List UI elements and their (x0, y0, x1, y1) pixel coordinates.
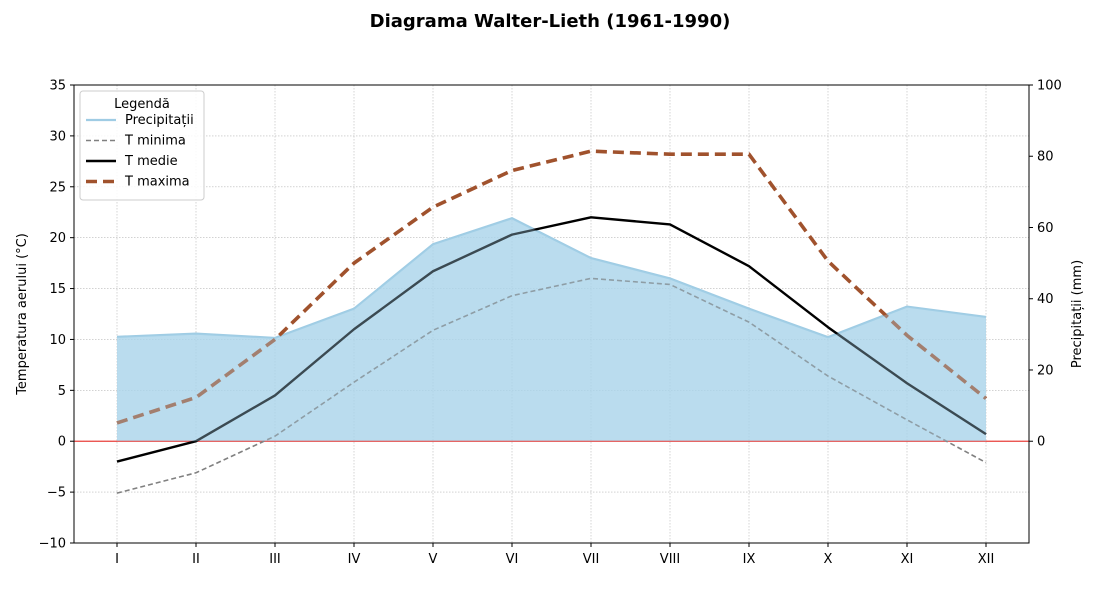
y-right-tick-label: 20 (1037, 363, 1054, 378)
x-tick-label: II (192, 552, 200, 567)
y-left-tick-label: 20 (49, 231, 66, 246)
plot-frame (73, 84, 1030, 544)
precipitation-fill (117, 218, 986, 442)
series-t-medie (116, 216, 987, 463)
legend-box (79, 90, 205, 201)
x-tick-label: IX (743, 552, 756, 567)
x-tick-label: VI (506, 552, 519, 567)
axes-frame (73, 84, 1030, 544)
y-left-tick-label: −5 (47, 486, 66, 501)
x-tick-label: VII (583, 552, 600, 567)
y-axis-left-ticks: −10 −5 0 5 10 15 20 25 30 35 (39, 79, 74, 552)
y-left-tick-label: 15 (49, 282, 66, 297)
legend-label: T minima (124, 134, 186, 149)
legend: Legendă Precipitații T minima T medie T max… (79, 90, 205, 201)
y-left-tick-label: 35 (49, 79, 66, 94)
precipitation-area (116, 217, 987, 442)
y-right-tick-label: 60 (1037, 221, 1054, 236)
x-axis-ticks: I II III IV V VI VII VIII IX X XI XII (115, 543, 994, 567)
chart-title: Diagrama Walter-Lieth (1961-1990) (370, 11, 731, 32)
x-tick-label: I (115, 552, 119, 567)
y-left-tick-label: 0 (58, 435, 66, 450)
x-tick-label: X (824, 552, 833, 567)
y-left-tick-label: 25 (49, 180, 66, 195)
legend-title: Legendă (114, 97, 170, 112)
y-left-tick-label: 30 (49, 129, 66, 144)
x-tick-label: IV (348, 552, 361, 567)
y-left-tick-label: 5 (58, 384, 66, 399)
series-t-maxima (116, 149, 988, 425)
y-axis-right-label: Precipitații (mm) (1070, 260, 1085, 368)
y-right-tick-label: 40 (1037, 292, 1054, 307)
series-lines (116, 149, 988, 494)
x-tick-label: VIII (660, 552, 680, 567)
y-left-tick-label: −10 (39, 537, 66, 552)
x-tick-label: III (269, 552, 281, 567)
legend-label: T maxima (124, 175, 190, 190)
x-tick-label: XII (978, 552, 995, 567)
x-tick-label: XI (901, 552, 914, 567)
series-t-minima (116, 277, 987, 494)
y-axis-left-label: Temperatura aerului (°C) (15, 233, 30, 396)
precipitation-overlay (117, 218, 986, 442)
y-axis-right-ticks: 0 20 40 60 80 100 (1029, 79, 1062, 450)
legend-label: T medie (124, 154, 178, 169)
precipitation-line (116, 217, 987, 340)
legend-label: Precipitații (125, 113, 194, 128)
y-right-tick-label: 80 (1037, 150, 1054, 165)
x-tick-label: V (429, 552, 438, 567)
y-right-tick-label: 100 (1037, 79, 1062, 94)
y-left-tick-label: 10 (49, 333, 66, 348)
y-right-tick-label: 0 (1037, 435, 1045, 450)
